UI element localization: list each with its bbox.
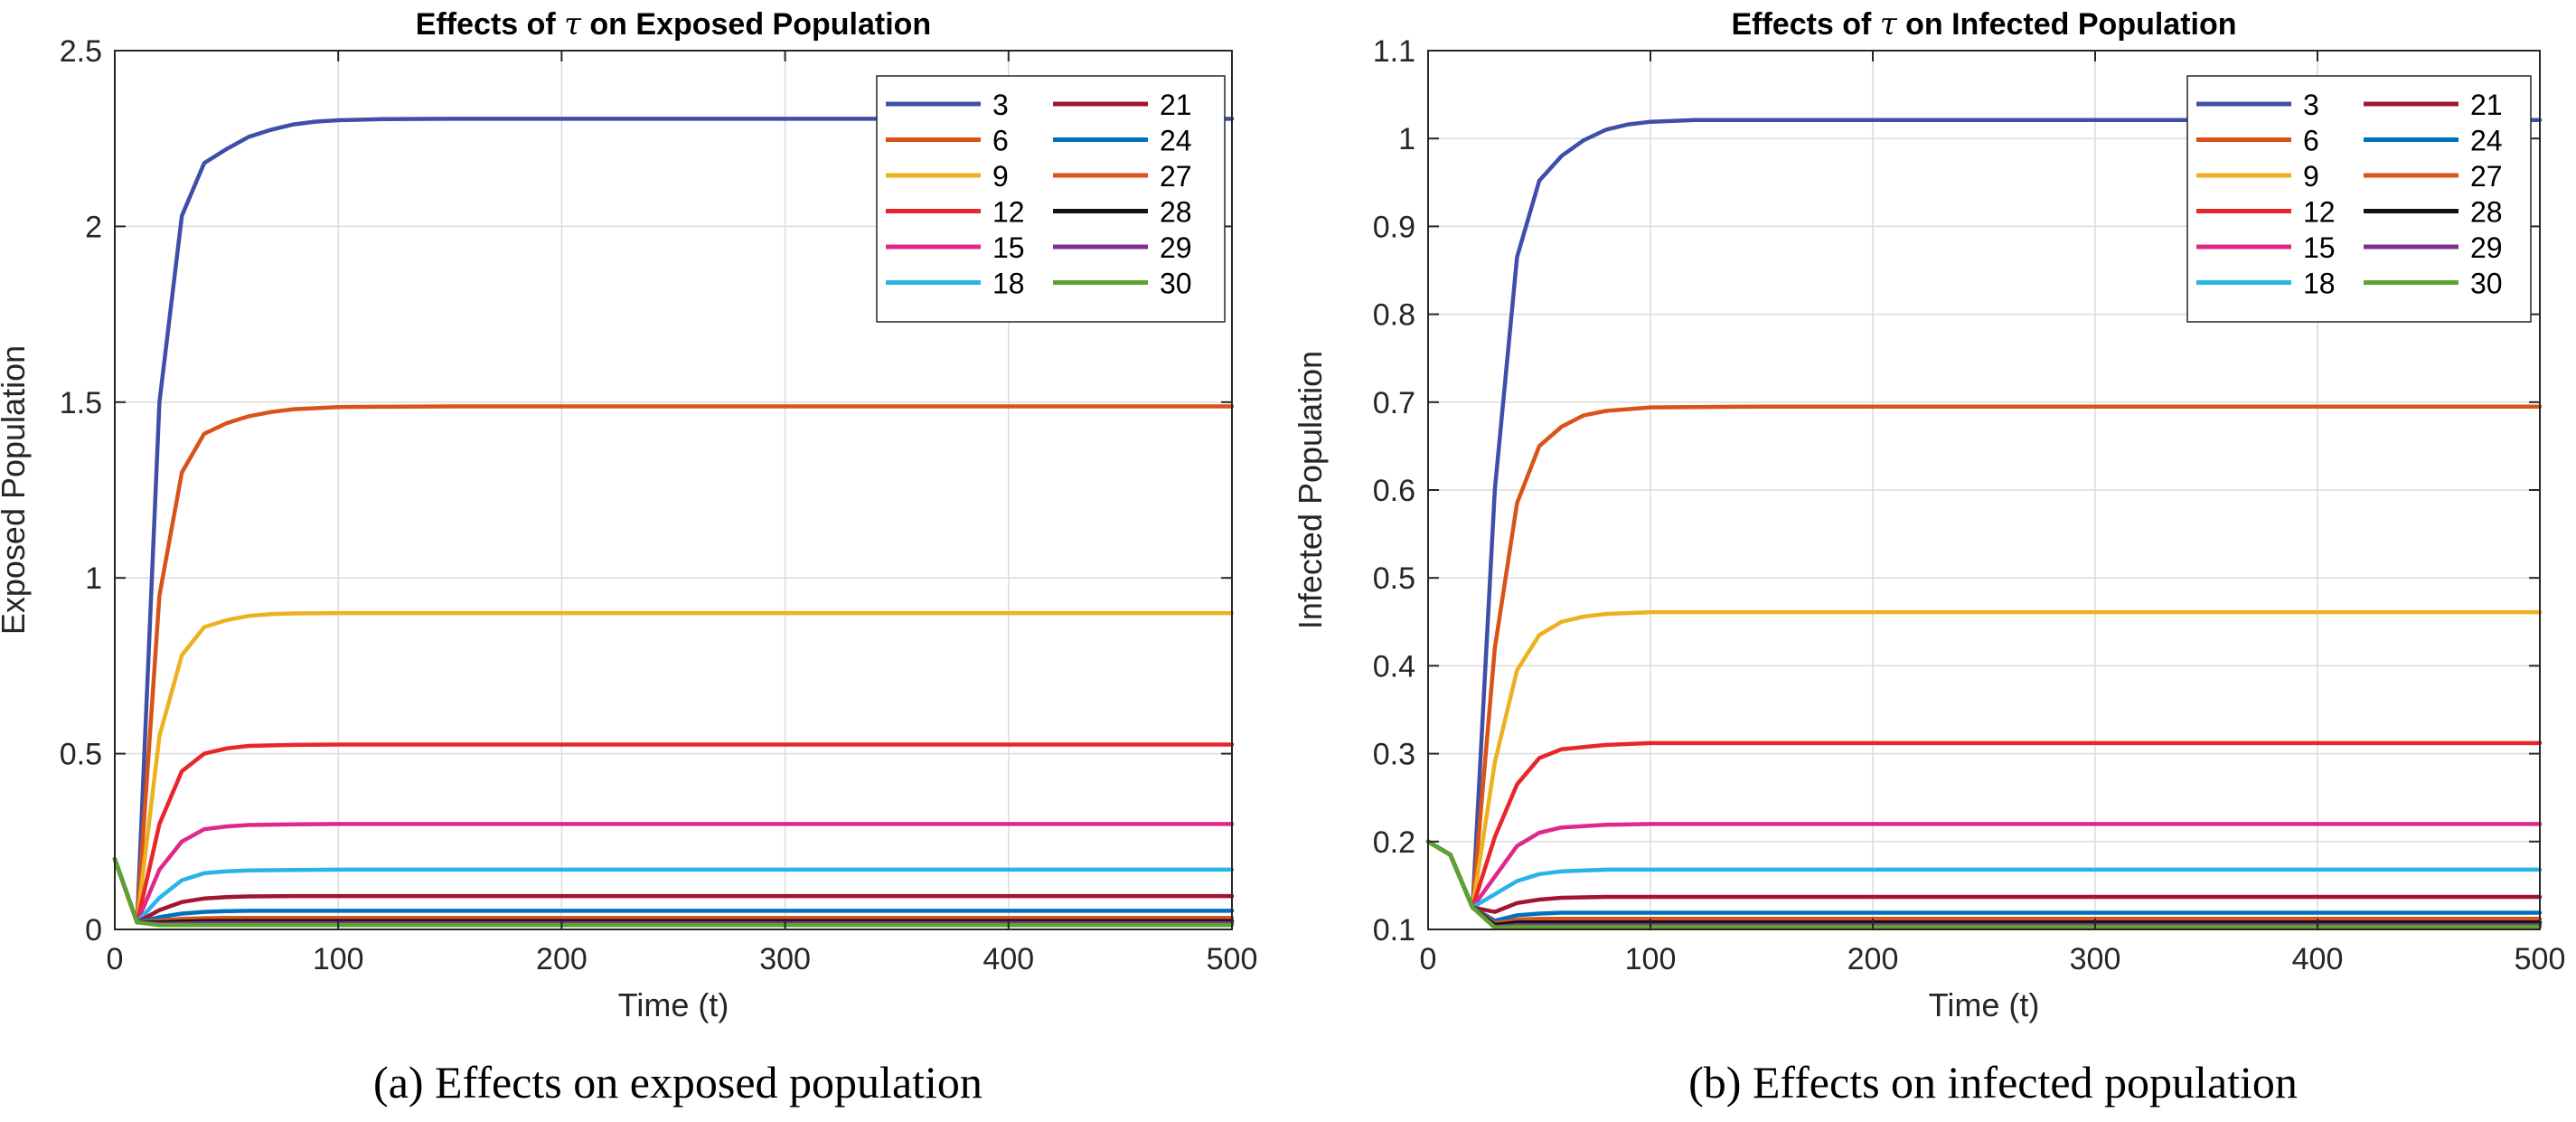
legend-label: 30 <box>2470 268 2503 300</box>
legend-label: 30 <box>1160 268 1192 300</box>
series-line-tau-15 <box>112 822 1235 925</box>
figure-caption: (b) Effects on infected population <box>1688 1057 2298 1108</box>
y-tick-label: 0.9 <box>1373 210 1415 244</box>
chart-title-prefix: Effects of <box>416 7 564 42</box>
y-tick-label: 1.5 <box>60 386 102 420</box>
legend-label: 27 <box>2470 160 2503 193</box>
y-tick-label: 0.4 <box>1373 649 1415 684</box>
series-line-tau-9 <box>112 610 1235 925</box>
x-tick-label: 400 <box>2292 942 2344 976</box>
y-tick-label: 0.5 <box>1373 561 1415 596</box>
legend-label: 24 <box>2470 125 2503 157</box>
x-tick-label: 400 <box>982 942 1034 976</box>
y-tick-label: 2.5 <box>60 34 102 69</box>
legend-label: 27 <box>1160 160 1192 193</box>
chart-title: Effects of τ on Infected Population <box>1731 6 2236 42</box>
legend-label: 3 <box>992 89 1009 121</box>
tau-symbol: τ <box>564 6 582 42</box>
chart-title-suffix: on Infected Population <box>1897 7 2237 42</box>
legend-label: 21 <box>2470 89 2503 121</box>
legend-label: 15 <box>992 231 1025 264</box>
legend-label: 15 <box>2303 231 2336 264</box>
y-tick-label: 0.8 <box>1373 298 1415 333</box>
legend-label: 18 <box>2303 268 2336 300</box>
y-tick-label: 0 <box>85 913 102 948</box>
series-line-tau-3 <box>1425 118 2543 910</box>
legend-label: 29 <box>1160 231 1192 264</box>
series-line-tau-12 <box>112 742 1235 925</box>
legend-label: 18 <box>992 268 1025 300</box>
legend-label: 29 <box>2470 231 2503 264</box>
y-tick-label: 0.1 <box>1373 913 1415 948</box>
y-tick-label: 1.1 <box>1373 34 1415 69</box>
legend-label: 28 <box>2470 196 2503 229</box>
y-tick-label: 1 <box>85 561 102 596</box>
y-axis-label: Infected Population <box>1292 351 1329 629</box>
legend-label: 24 <box>1160 125 1192 157</box>
series-line-tau-3 <box>112 117 1235 925</box>
x-tick-label: 300 <box>2070 942 2121 976</box>
y-tick-label: 0.6 <box>1373 474 1415 508</box>
x-tick-label: 300 <box>759 942 811 976</box>
series-line-tau-30 <box>112 856 1235 928</box>
chart-title-prefix: Effects of <box>1731 7 1879 42</box>
x-tick-label: 100 <box>313 942 364 976</box>
y-tick-label: 0.5 <box>60 738 102 772</box>
chart-panel-infected: 0 100 200 300 400 500 0.1 0.2 0.3 0.4 0.5 0.6 0.7 0.8… <box>1292 6 2565 1108</box>
series-line-tau-6 <box>112 404 1235 925</box>
legend-label: 12 <box>992 196 1025 229</box>
x-tick-label: 200 <box>1847 942 1899 976</box>
y-axis-label: Exposed Population <box>0 345 32 635</box>
y-tick-label: 0.2 <box>1373 825 1415 860</box>
y-tick-label: 1 <box>1398 122 1415 156</box>
chart-title-suffix: on Exposed Population <box>581 7 931 42</box>
y-tick-label: 0.7 <box>1373 386 1415 420</box>
legend-label: 12 <box>2303 196 2336 229</box>
x-tick-label: 0 <box>1420 942 1437 976</box>
series-line-tau-21 <box>112 856 1235 925</box>
legend-label: 9 <box>992 160 1009 193</box>
legend-label: 21 <box>1160 89 1192 121</box>
series-line-tau-30 <box>1425 839 2543 930</box>
x-axis-label: Time (t) <box>1929 986 2040 1023</box>
legend-label: 28 <box>1160 196 1192 229</box>
legend-label: 9 <box>2303 160 2319 193</box>
y-tick-label: 0.3 <box>1373 738 1415 772</box>
chart-panel-exposed: 0 100 200 300 400 500 0 0.5 1 1.5 2 2.5 Effects of τ… <box>0 6 1257 1108</box>
x-tick-label: 200 <box>536 942 588 976</box>
x-tick-label: 500 <box>1207 942 1258 976</box>
series-line-tau-18 <box>112 856 1235 925</box>
x-tick-label: 100 <box>1625 942 1677 976</box>
legend-label: 6 <box>2303 125 2319 157</box>
tau-symbol: τ <box>1880 6 1898 42</box>
legend-label: 3 <box>2303 89 2319 121</box>
x-tick-label: 0 <box>107 942 124 976</box>
chart-title: Effects of τ on Exposed Population <box>416 6 931 42</box>
x-tick-label: 500 <box>2515 942 2566 976</box>
y-tick-label: 2 <box>85 210 102 244</box>
x-axis-label: Time (t) <box>618 986 729 1023</box>
figure-caption: (a) Effects on exposed population <box>373 1057 982 1108</box>
legend-label: 6 <box>992 125 1009 157</box>
axes-box <box>114 50 1233 930</box>
